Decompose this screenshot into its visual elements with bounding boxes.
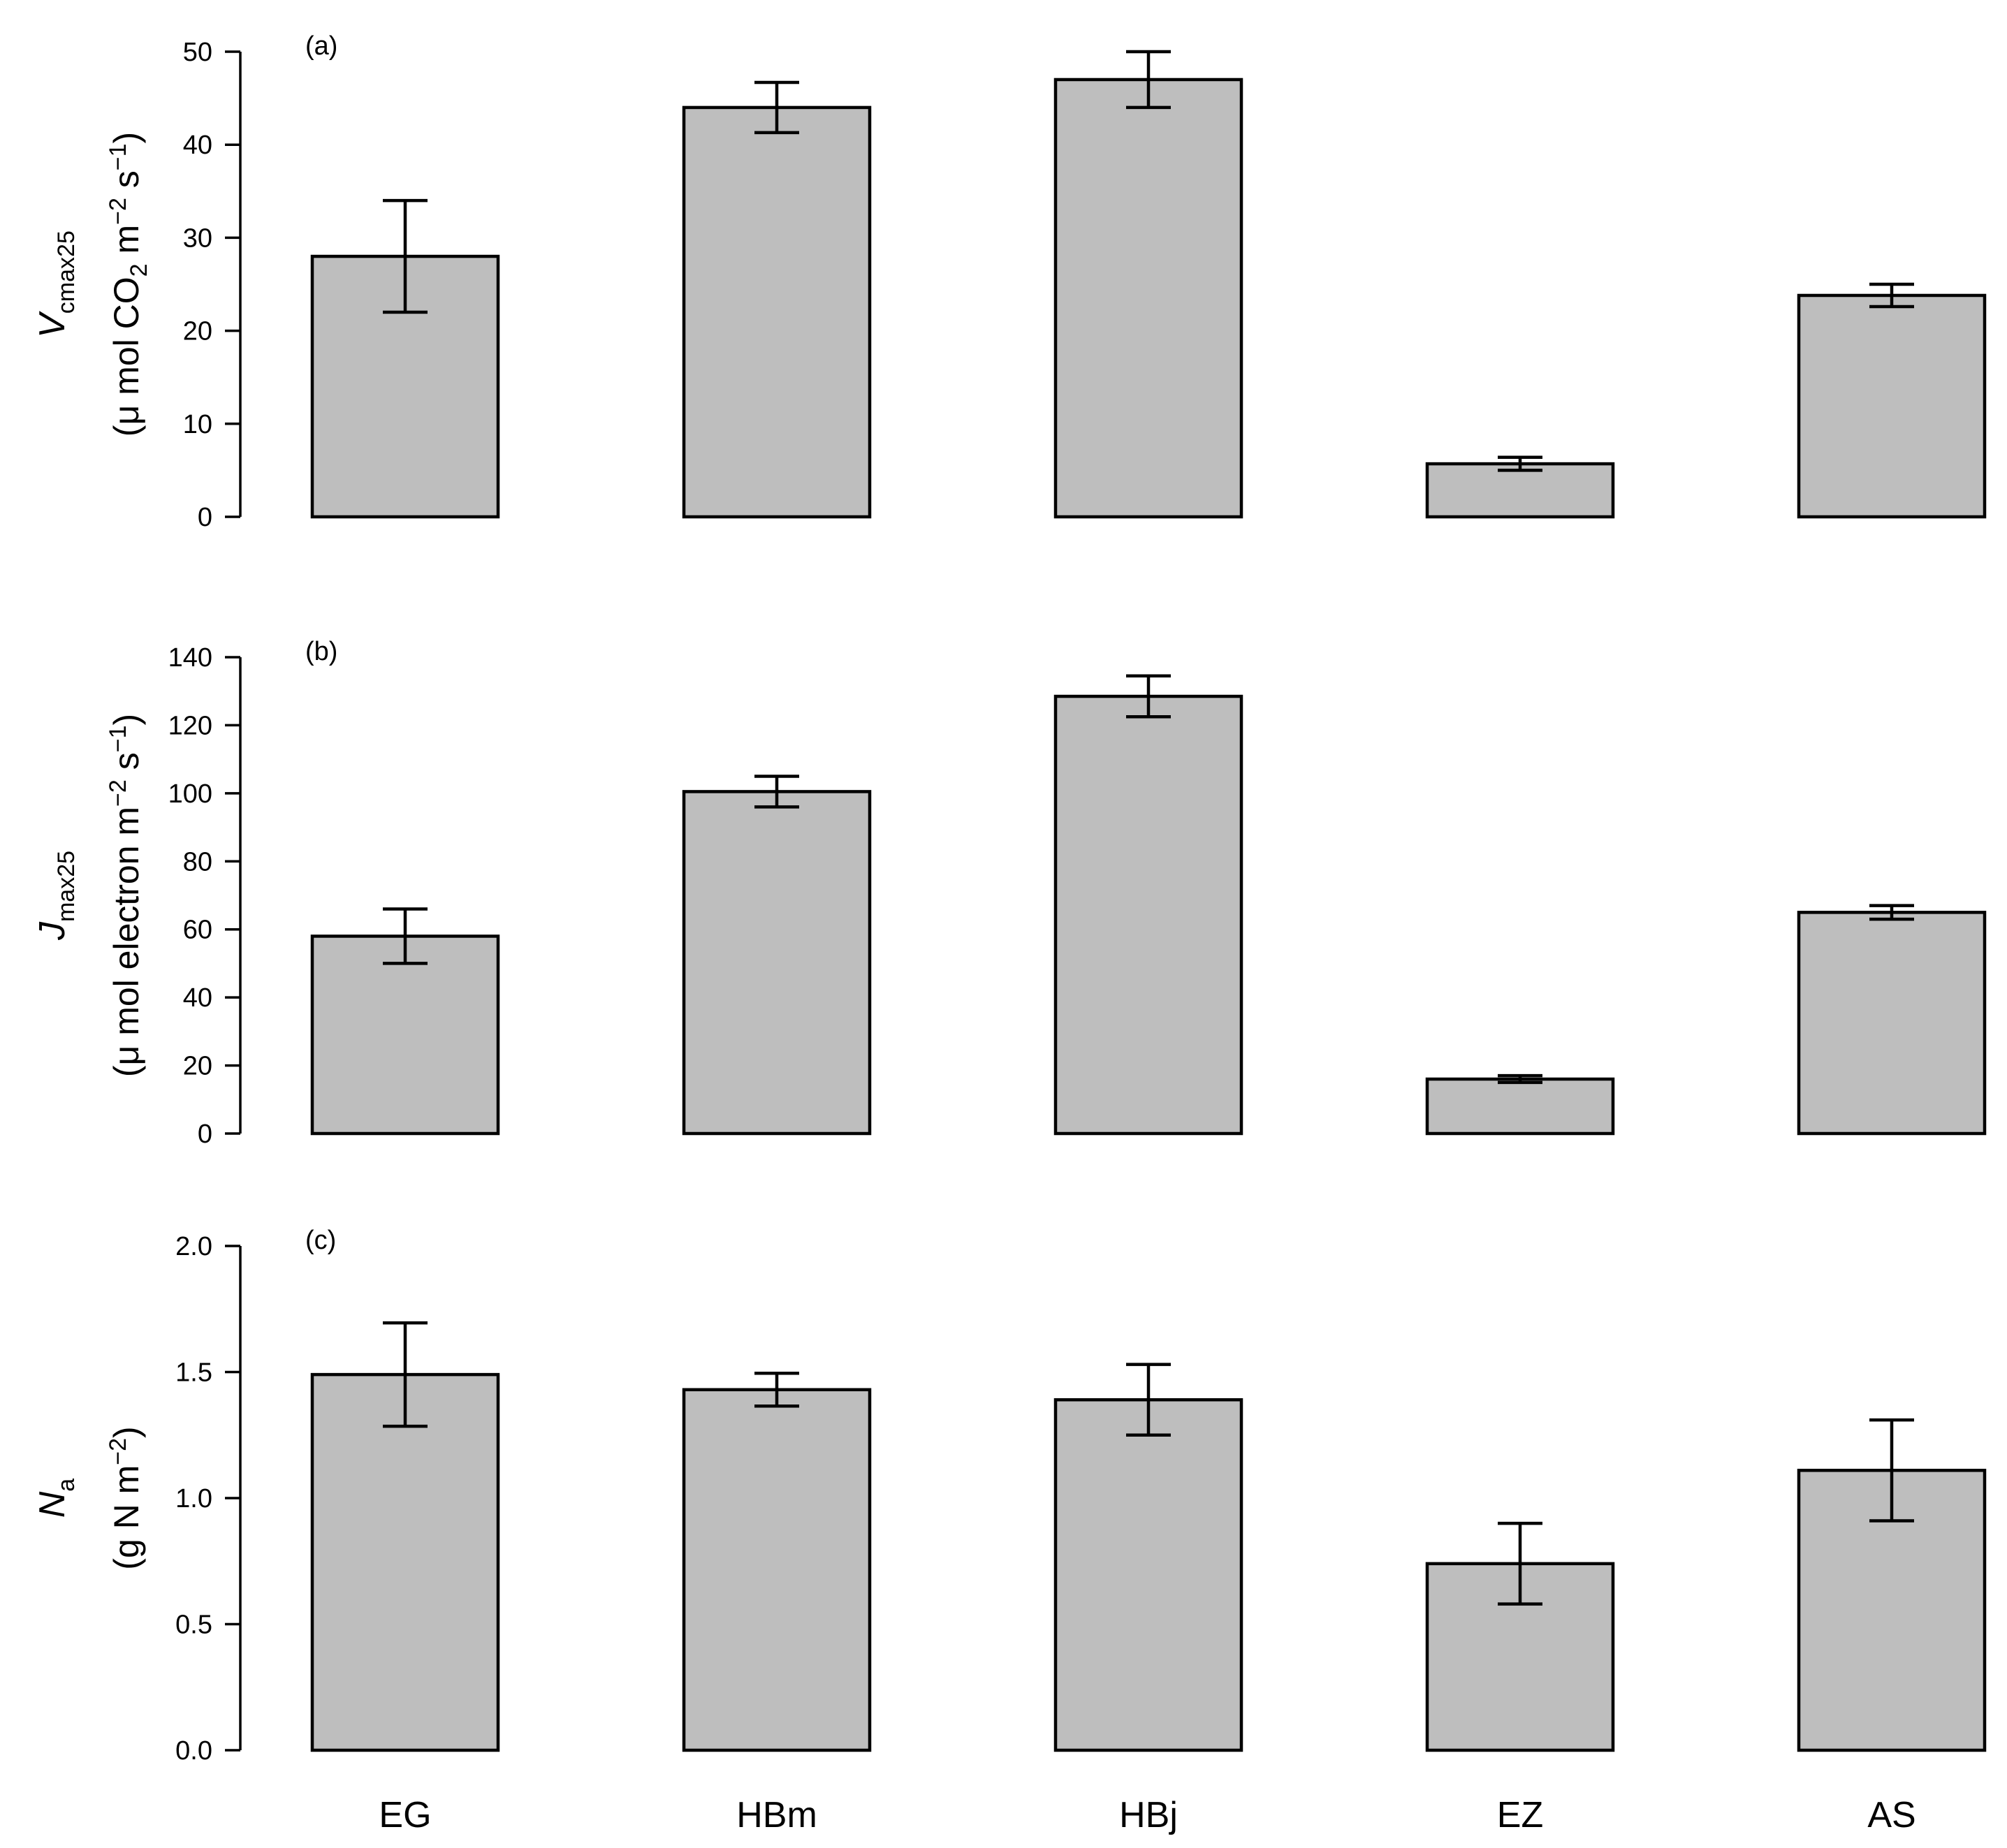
y-axis-symbol: V <box>32 311 73 338</box>
panel-b: 0 20 40 60 80 100 120 140 (b) Jmax25 (μ mol electr… <box>32 637 1987 1149</box>
y-axis-unit-unit-sup2: −1 <box>105 143 131 170</box>
y-tick-label: 0 <box>198 503 212 532</box>
y-tick-label: 0 <box>198 1120 212 1149</box>
error-bar-HBm <box>754 80 799 135</box>
error-bar-EZ <box>1498 1521 1542 1606</box>
panel-c: 0.0 0.5 1.0 1.5 2.0 (c) Na (g N m−2) <box>32 1226 1987 1766</box>
y-tick-label: 10 <box>183 410 212 439</box>
bar-AS <box>1797 911 1987 1136</box>
y-axis-unit-unit-pre: (μ mol CO <box>107 277 146 437</box>
bar-HBj <box>1053 1398 1243 1752</box>
y-axis-symbol-text: Na <box>32 1479 80 1518</box>
bar-EZ <box>1425 1077 1615 1136</box>
x-category-labels: EG HBm HBj EZ AS <box>379 1795 1915 1835</box>
y-tick-label: 0.0 <box>175 1736 212 1766</box>
y-tick-label: 80 <box>183 847 212 877</box>
y-tick-label: 0.5 <box>175 1611 212 1640</box>
y-axis-unit-unit-pre: (g N m <box>107 1465 146 1570</box>
y-axis-unit-unit-sup2: −1 <box>105 725 131 752</box>
y-axis-unit-unit-mid: m <box>107 225 146 264</box>
y-axis-unit-unit-sup1: −2 <box>105 1438 131 1465</box>
x-category-label-HBm: HBm <box>736 1795 817 1835</box>
y-axis-unit-unit-post: ) <box>107 132 146 144</box>
error-bar-EG <box>383 1321 428 1428</box>
y-axis-unit-unit-sup1: −2 <box>105 779 131 807</box>
y-tick-label: 1.5 <box>175 1358 212 1388</box>
error-bar-HBj <box>1126 1363 1171 1437</box>
panel-label: (a) <box>305 31 337 61</box>
x-category-label-EZ: EZ <box>1497 1795 1543 1835</box>
error-bar-AS <box>1869 282 1914 309</box>
y-axis-subscript: max25 <box>53 851 80 922</box>
y-axis-label-unit: (g N m−2) <box>105 1426 146 1569</box>
y-axis-unit-unit-post: ) <box>107 714 146 726</box>
y-tick-label: 120 <box>168 711 212 740</box>
x-category-label-AS: AS <box>1867 1795 1915 1835</box>
y-tick-label: 1.0 <box>175 1484 212 1513</box>
y-axis-unit-unit-pre: (μ mol electron m <box>107 807 146 1077</box>
y-axis-unit-text: (g N m−2) <box>105 1426 146 1569</box>
bar-AS <box>1797 293 1987 519</box>
bar-EG <box>310 934 500 1136</box>
panel-label: (c) <box>305 1226 336 1255</box>
error-bar-EZ <box>1498 1073 1542 1085</box>
y-axis-symbol: N <box>32 1491 73 1518</box>
y-axis-label-symbol: Jmax25 <box>32 851 80 941</box>
bar-EG <box>310 1372 500 1752</box>
error-bar-EG <box>383 198 428 314</box>
bar-HBm <box>682 1388 872 1752</box>
bar-HBm <box>682 105 872 519</box>
y-axis-unit-unit-sup1: −2 <box>105 198 131 225</box>
y-tick-label: 60 <box>183 916 212 945</box>
y-tick-label: 50 <box>183 38 212 67</box>
y-axis-subscript: a <box>53 1479 80 1492</box>
y-tick-label: 2.0 <box>175 1232 212 1261</box>
y-tick-label: 40 <box>183 131 212 160</box>
error-bar-HBm <box>754 1372 799 1408</box>
y-axis-unit-unit-mid: s <box>107 752 146 779</box>
y-axis-unit-text: (μ mol electron m−2 s−1) <box>105 714 146 1077</box>
y-tick-label: 20 <box>183 1052 212 1081</box>
y-axis-symbol-text: Vcmax25 <box>32 230 80 338</box>
bar-HBj <box>1053 78 1243 519</box>
y-axis-label-unit: (μ mol electron m−2 s−1) <box>105 714 146 1077</box>
y-axis-unit-unit-mid2: s <box>107 170 146 198</box>
error-bar-EG <box>383 907 428 965</box>
error-bar-HBm <box>754 775 799 809</box>
error-bar-AS <box>1869 904 1914 921</box>
error-bar-AS <box>1869 1418 1914 1523</box>
y-tick-label: 40 <box>183 983 212 1013</box>
y-tick-label: 100 <box>168 779 212 809</box>
y-axis-unit-unit-sub: 2 <box>126 263 152 277</box>
y-axis-unit-text: (μ mol CO2 m−2 s−1) <box>105 132 152 437</box>
bar-HBj <box>1053 694 1243 1136</box>
y-axis-label-unit: (μ mol CO2 m−2 s−1) <box>105 132 152 437</box>
panel-a: 0 10 20 30 40 50 (a) Vcmax25 (μ mol CO2 m−2 s−1) <box>32 31 1987 532</box>
error-bar-HBj <box>1126 50 1171 110</box>
y-axis-label-symbol: Na <box>32 1479 80 1518</box>
y-tick-label: 30 <box>183 223 212 253</box>
error-bar-EZ <box>1498 455 1542 472</box>
y-axis-symbol: J <box>32 921 73 941</box>
error-bar-HBj <box>1126 674 1171 719</box>
bar-HBm <box>682 790 872 1136</box>
y-axis-subscript: cmax25 <box>53 230 80 314</box>
y-axis-unit-unit-post: ) <box>107 1426 146 1438</box>
y-tick-label: 140 <box>168 643 212 673</box>
x-category-label-EG: EG <box>379 1795 431 1835</box>
x-category-label-HBj: HBj <box>1119 1795 1178 1835</box>
y-axis-symbol-text: Jmax25 <box>32 851 80 941</box>
y-tick-label: 20 <box>183 317 212 346</box>
panel-label: (b) <box>305 637 337 666</box>
y-axis-label-symbol: Vcmax25 <box>32 230 80 338</box>
